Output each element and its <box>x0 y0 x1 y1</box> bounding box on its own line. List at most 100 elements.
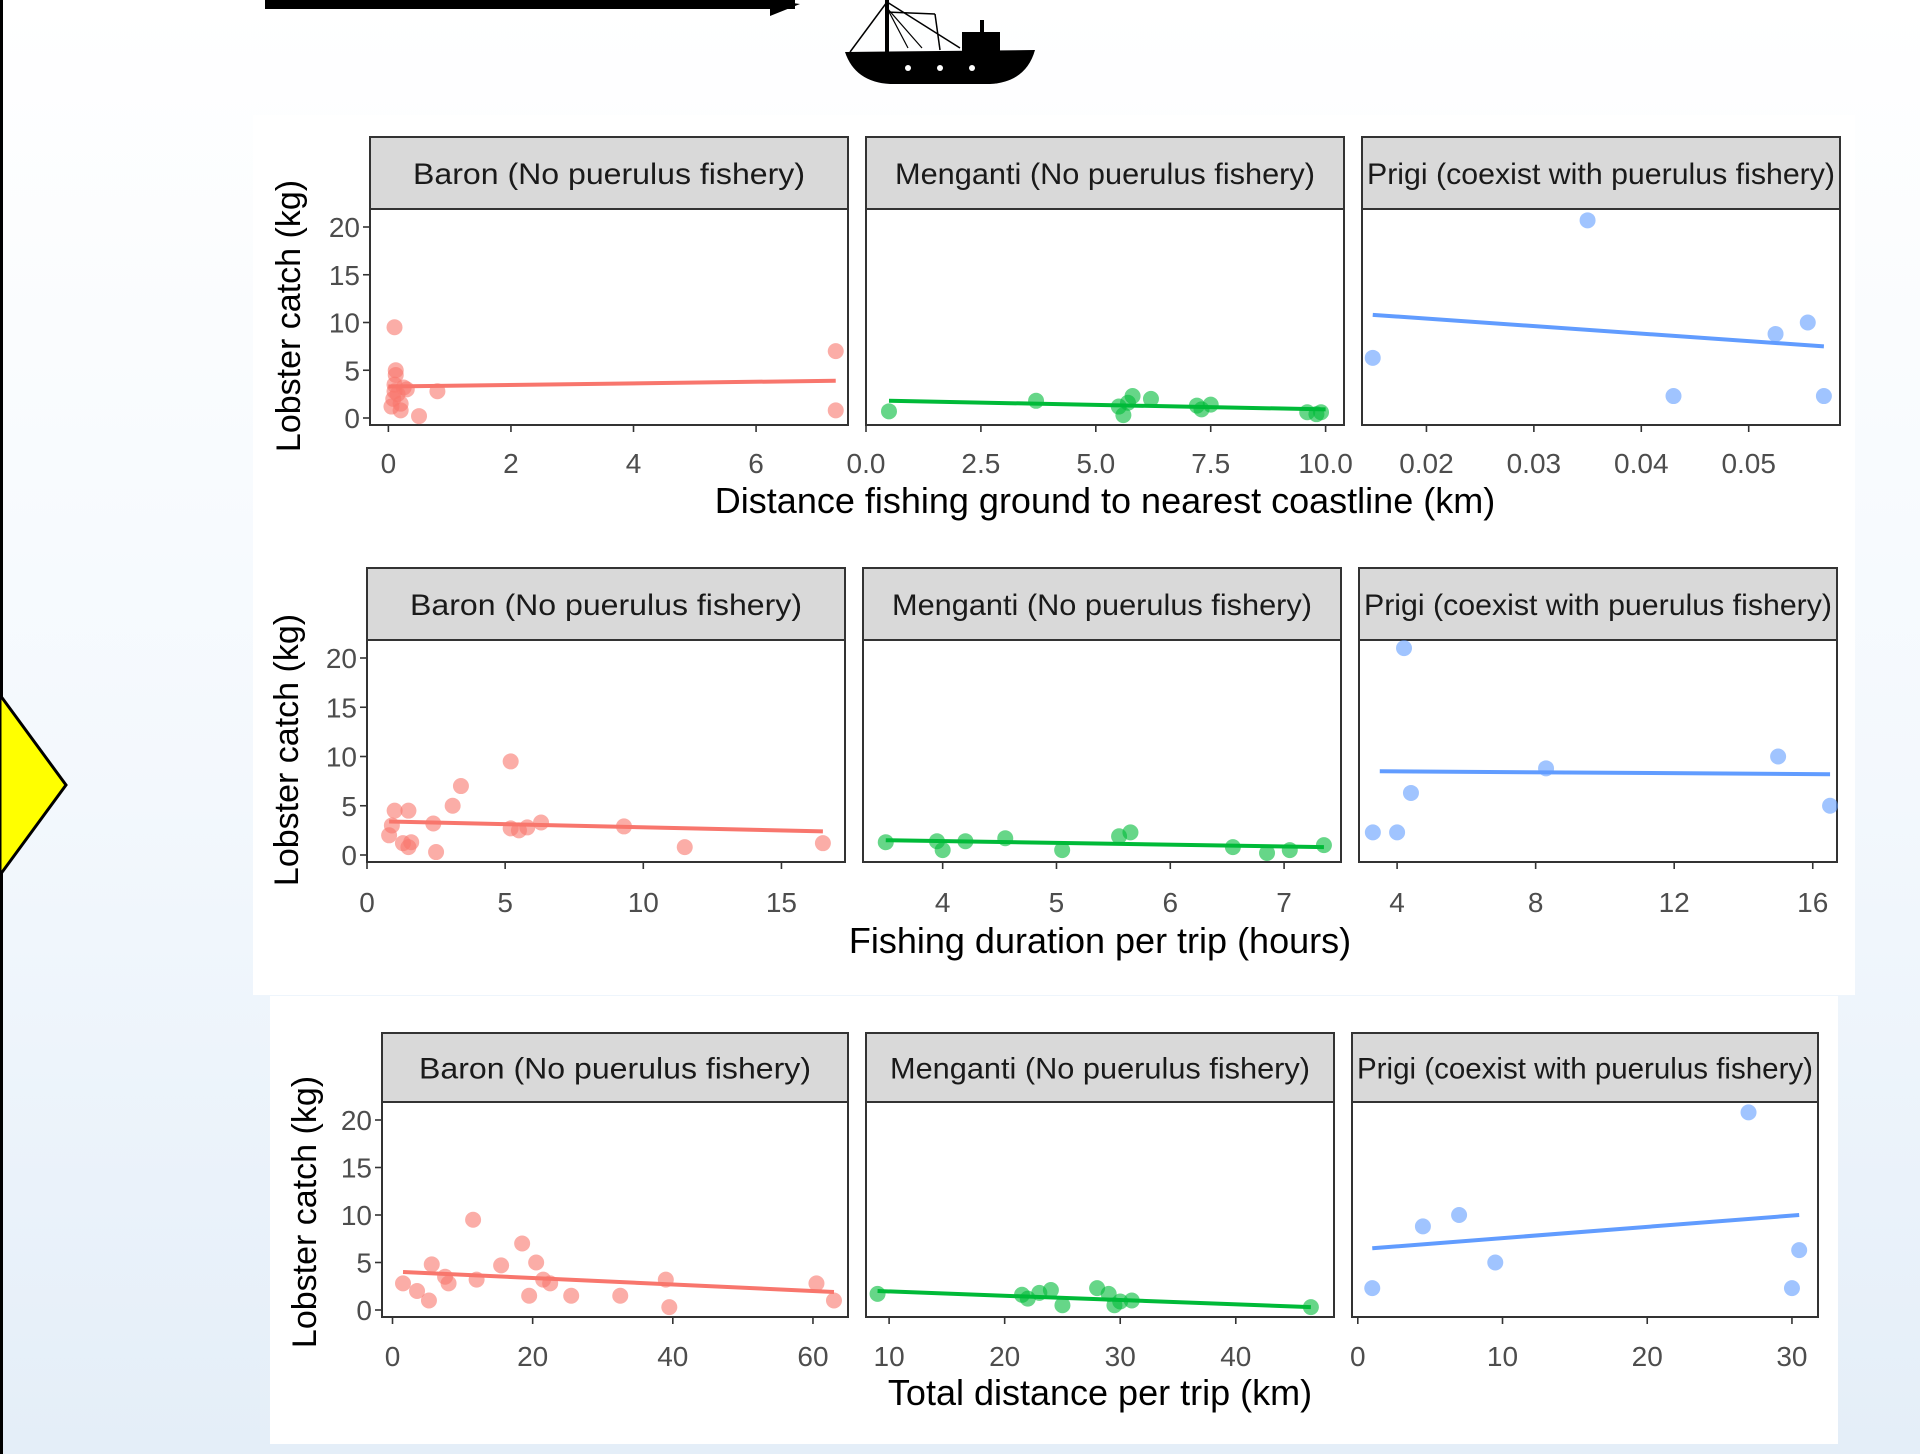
y-axis-title: Lobster catch (kg) <box>286 1076 324 1348</box>
data-point <box>1767 325 1784 342</box>
data-point <box>440 1275 457 1292</box>
data-point <box>1123 1292 1140 1309</box>
y-tick-label: 5 <box>356 1248 372 1279</box>
data-point <box>1112 1293 1129 1310</box>
facet-1: Baron (No puerulus fishery) 0 5 10 15 <box>359 567 846 918</box>
data-point <box>1142 390 1159 407</box>
x-tick-label: 0.0 <box>847 448 886 479</box>
data-point <box>615 818 632 835</box>
facet-2: Menganti (No puerulus fishery) 10 20 30 40 <box>865 1032 1335 1372</box>
data-point <box>386 319 403 336</box>
x-tick-label: 0.04 <box>1614 448 1669 479</box>
plot-panel <box>1351 1101 1819 1318</box>
data-point <box>957 833 974 850</box>
y-tick-label: 0 <box>356 1295 372 1326</box>
x-tick-label: 0 <box>385 1341 401 1372</box>
arrow-shaft <box>265 0 795 9</box>
data-point <box>1313 404 1330 421</box>
data-point <box>1396 640 1413 657</box>
data-point <box>521 1287 538 1304</box>
data-point <box>1451 1207 1468 1223</box>
data-point <box>468 1271 485 1288</box>
data-point <box>1364 824 1381 841</box>
data-point <box>880 403 897 420</box>
facet-2: Menganti (No puerulus fishery) 0.0 2.5 5.0 7… <box>847 136 1353 479</box>
data-point <box>869 1285 886 1302</box>
data-point <box>1538 760 1555 777</box>
data-point <box>934 842 951 859</box>
data-point <box>1042 1282 1059 1299</box>
data-point <box>877 834 894 851</box>
trend-line <box>388 378 836 389</box>
data-point <box>1315 837 1332 854</box>
data-point <box>1364 1280 1381 1297</box>
facet-title: Menganti (No puerulus fishery) <box>895 158 1315 191</box>
data-point <box>1822 797 1839 814</box>
x-axis-title: Total distance per trip (km) <box>888 1372 1312 1413</box>
x-tick-label: 10 <box>874 1341 905 1372</box>
facet-strip <box>369 136 849 210</box>
data-point <box>1259 845 1276 862</box>
y-tick-label: 10 <box>326 742 357 773</box>
trend-line <box>888 398 1326 412</box>
facet-title: Baron (No puerulus fishery) <box>419 1053 811 1086</box>
x-tick-label: 0.02 <box>1399 448 1454 479</box>
data-point <box>533 814 550 831</box>
x-tick-label: 0.05 <box>1721 448 1776 479</box>
x-tick-label: 5.0 <box>1076 448 1115 479</box>
data-point <box>423 1256 440 1273</box>
trend-line <box>1379 769 1831 777</box>
x-tick-label: 30 <box>1776 1341 1807 1372</box>
facet-3: Prigi (coexist with puerulus fishery) 4 8 1… <box>1358 567 1839 918</box>
x-tick-label: 5 <box>1049 887 1065 918</box>
data-point <box>676 839 693 856</box>
data-point <box>997 830 1014 847</box>
y-tick-label: 15 <box>329 260 360 291</box>
trend-line <box>1372 312 1825 349</box>
facet-2: Menganti (No puerulus fishery) 4 5 6 7 <box>862 567 1342 918</box>
data-point <box>814 835 831 852</box>
facet-3: Prigi (coexist with puerulus fishery) 0.0… <box>1361 136 1841 479</box>
data-point <box>542 1275 559 1292</box>
x-tick-label: 2.5 <box>961 448 1000 479</box>
data-point <box>420 1292 437 1309</box>
x-tick-label: 6 <box>748 448 764 479</box>
x-tick-label: 60 <box>797 1341 828 1372</box>
y-tick-label: 5 <box>344 355 360 386</box>
x-tick-label: 10 <box>1487 1341 1518 1372</box>
data-point <box>661 1299 678 1316</box>
data-point <box>1364 349 1381 366</box>
facet-title: Prigi (coexist with puerulus fishery) <box>1364 589 1832 622</box>
facet-strip <box>862 567 1342 641</box>
data-point <box>409 1283 426 1299</box>
facet-title: Baron (No puerulus fishery) <box>410 589 802 622</box>
data-point <box>428 844 445 861</box>
facet-title: Prigi (coexist with puerulus fishery) <box>1357 1053 1813 1086</box>
data-point <box>1281 842 1298 859</box>
plot-panel <box>862 639 1342 863</box>
plot-panel <box>1361 208 1841 426</box>
x-axis-title: Distance fishing ground to nearest coast… <box>715 480 1495 521</box>
facet-1: Baron (No puerulus fishery) 0 2 4 6 <box>369 136 849 479</box>
x-tick-label: 5 <box>497 887 513 918</box>
data-point <box>425 815 442 832</box>
data-point <box>1487 1254 1504 1271</box>
x-tick-label: 8 <box>1528 887 1544 918</box>
x-tick-label: 7.5 <box>1191 448 1230 479</box>
plot-panel <box>865 208 1345 426</box>
y-tick-label: 20 <box>329 212 360 243</box>
y-tick-label: 20 <box>341 1105 372 1136</box>
trend-line <box>877 1289 1311 1310</box>
y-tick-label: 15 <box>341 1153 372 1184</box>
x-tick-label: 40 <box>657 1341 688 1372</box>
facet-strip <box>381 1032 849 1103</box>
data-point <box>1028 392 1045 409</box>
data-point <box>825 1292 842 1309</box>
x-tick-label: 10.0 <box>1298 448 1353 479</box>
x-tick-label: 15 <box>766 887 797 918</box>
plot-panel <box>1358 639 1838 863</box>
y-axis-title: Lobster catch (kg) <box>270 180 308 452</box>
y-tick-label: 0 <box>344 403 360 434</box>
